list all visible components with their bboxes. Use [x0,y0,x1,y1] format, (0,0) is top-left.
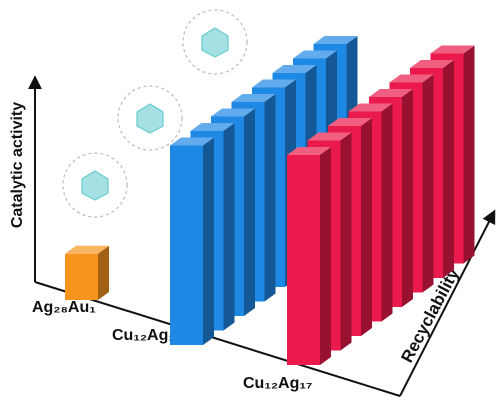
bar-side [463,45,475,264]
bar-top [293,50,337,59]
bar-side [443,60,454,278]
cluster-illustrations [62,9,248,218]
axes [28,75,496,397]
bar-side [361,118,372,336]
bar [170,137,214,345]
bar-side [320,147,331,365]
bar-top [313,36,358,44]
x-axis [34,281,401,397]
bar-front [170,145,203,345]
bar-side [223,123,235,331]
bar-side [422,74,434,293]
bar-front [65,253,98,300]
bar-top [369,89,413,97]
z-axis [399,209,496,397]
bar [65,245,109,300]
bar-top [348,103,393,112]
bar-side [340,132,352,351]
bar-side [264,94,276,302]
category-label: Cu₁₂Ag₁₇ [243,375,312,392]
y-axis-label: Catalytic activity [9,102,26,228]
bar-top [287,147,331,155]
bar-top [410,60,454,68]
bar-top [252,79,296,88]
bar-side [402,89,413,307]
bar-top [190,123,235,131]
bar-top [170,137,214,146]
bar-top [272,65,317,73]
bar [287,147,331,365]
bar-top [328,118,372,126]
category-label: Ag₂₈Au₁ [32,299,96,316]
bar-front [287,155,320,365]
bar-top [307,132,352,141]
bar-side [203,137,214,345]
bar-side [244,108,255,316]
bar-top [430,45,475,54]
bar-top [211,108,255,117]
bar-side [98,245,109,300]
bar-top [65,245,109,254]
bar-side [381,103,393,322]
bar-top [389,74,434,83]
bar-top [231,94,276,102]
